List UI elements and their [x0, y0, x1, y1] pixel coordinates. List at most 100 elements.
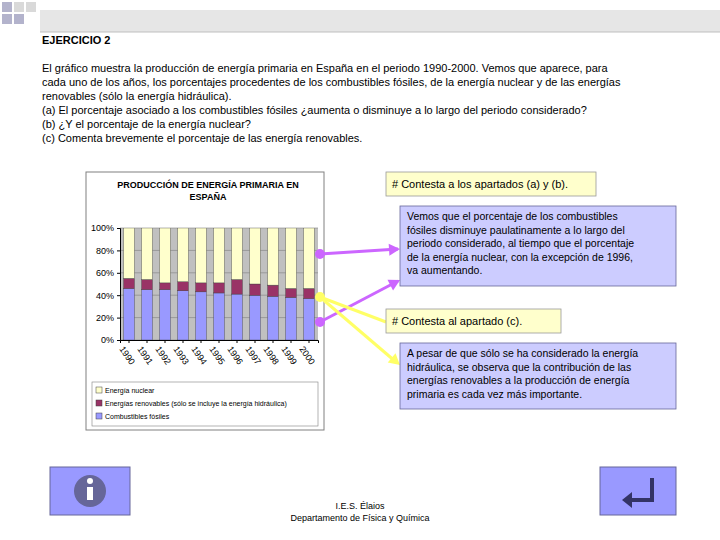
legend: Energía nuclearEnergías renovables (sólo… — [92, 382, 318, 426]
answer-line: energías renovables a la producción de e… — [407, 374, 630, 386]
bar-segment — [232, 280, 243, 295]
footer-line: I.E.S. Élaios — [335, 501, 385, 511]
tick: 1991 — [135, 340, 155, 367]
exercise-line: El gráfico muestra la producción de ener… — [42, 62, 609, 74]
bar-segment — [214, 283, 225, 293]
connector-line — [320, 297, 386, 322]
exercise-line: (a) El porcentaje asociado a los combust… — [42, 104, 587, 116]
legend-swatch — [96, 413, 102, 419]
exercise-line: (b) ¿Y el porcentaje de la energía nucle… — [42, 118, 251, 130]
tick-mark — [117, 273, 120, 274]
button-face[interactable] — [50, 467, 130, 515]
arrow-head — [388, 353, 400, 365]
bar-segment — [124, 228, 135, 278]
bar-segment — [286, 297, 297, 340]
bar-segment — [250, 284, 261, 295]
prompt-box — [386, 309, 561, 333]
chart-title-line: ESPAÑA — [190, 192, 227, 202]
bar-segment — [304, 299, 315, 340]
back-button[interactable] — [600, 467, 676, 515]
tick-mark — [255, 340, 256, 343]
header-rule — [40, 32, 720, 33]
tick-mark — [117, 318, 120, 319]
bar-segment — [268, 285, 279, 296]
tick-label: 100% — [91, 223, 114, 233]
tick-label: 1998 — [261, 344, 281, 366]
legend-box — [92, 382, 318, 426]
bar-segment — [268, 296, 279, 340]
info-icon-dot[interactable] — [87, 478, 93, 484]
info-icon-stem[interactable] — [87, 487, 93, 500]
answer-line: va aumentando. — [407, 264, 482, 276]
connector-line — [320, 297, 396, 362]
exercise-line: (c) Comenta brevemente el porcentaje de … — [42, 132, 362, 144]
plot-area — [120, 228, 318, 340]
axis-line — [121, 341, 319, 344]
answer-line: periodo considerado, al tiempo que el po… — [407, 237, 634, 249]
arrow-head — [389, 244, 400, 256]
info-button[interactable] — [50, 467, 130, 515]
bar-segment — [160, 228, 171, 283]
tick: 1995 — [207, 340, 227, 367]
connector-line — [320, 249, 398, 254]
x-axis: 1990199119921993199419951996199719981999… — [117, 340, 318, 367]
tick-mark — [273, 340, 274, 343]
bars — [124, 228, 315, 340]
tick-label: 1990 — [117, 344, 137, 366]
bar-segment — [196, 228, 207, 283]
exercise-line: cada uno de los años, los porcentajes pr… — [42, 76, 621, 88]
tick: 1993 — [171, 340, 191, 367]
bar-segment — [214, 293, 225, 340]
answer-box — [400, 206, 676, 286]
tick-label: 1991 — [135, 344, 155, 366]
bar-segment — [286, 228, 297, 288]
bar-segment — [232, 228, 243, 280]
tick-mark — [183, 340, 184, 343]
bar-segment — [178, 291, 189, 340]
grid — [120, 228, 318, 340]
tick-label: 1997 — [243, 344, 263, 366]
tick-mark — [147, 340, 148, 343]
bar-segment — [304, 228, 315, 288]
tick-mark — [237, 340, 238, 343]
tick: 80% — [96, 246, 120, 256]
tick: 1998 — [261, 340, 281, 367]
bar-segment — [142, 280, 153, 290]
legend-label: Energías renovables (sólo se incluye la … — [105, 400, 287, 408]
tick: 20% — [96, 313, 120, 323]
bar-segment — [124, 278, 135, 288]
tick-label: 1999 — [279, 344, 299, 366]
prompt-text: # Contesta al apartado (c). — [392, 315, 522, 327]
answer-line: fósiles disminuye paulatinamente a lo la… — [407, 224, 625, 236]
y-axis: 0%20%40%60%80%100% — [91, 223, 121, 345]
tick-mark — [117, 295, 120, 296]
chart-title-line: PRODUCCIÓN DE ENERGÍA PRIMARIA EN — [117, 179, 298, 190]
tick-label: 20% — [96, 313, 114, 323]
answer-line: Vemos que el porcentaje de los combustib… — [407, 210, 618, 222]
tick-label: 1992 — [153, 344, 173, 366]
answer-line: de la energía nuclear, con la excepción … — [407, 251, 633, 263]
tick-mark — [117, 340, 120, 341]
tick-label: 1993 — [171, 344, 191, 366]
header-bar — [40, 10, 720, 32]
tick: 2000 — [297, 340, 317, 367]
answer-box — [400, 343, 676, 409]
tick-mark — [129, 340, 130, 343]
tick-label: 80% — [96, 246, 114, 256]
bar-segment — [178, 282, 189, 291]
back-icon-head[interactable] — [622, 492, 632, 508]
tick-label: 2000 — [297, 344, 317, 366]
tick-mark — [165, 340, 166, 343]
button-face[interactable] — [600, 467, 676, 515]
bar-segment — [250, 295, 261, 340]
tick: 0% — [101, 335, 120, 345]
tick: 60% — [96, 268, 120, 278]
bar-segment — [160, 283, 171, 290]
bar-segment — [124, 288, 135, 340]
answer-line: A pesar de que sólo se ha considerado la… — [407, 347, 638, 359]
info-icon[interactable] — [74, 475, 106, 507]
tick-mark — [309, 340, 310, 343]
chart-title: PRODUCCIÓN DE ENERGÍA PRIMARIA EN ESPAÑA — [117, 179, 298, 202]
tick-mark — [219, 340, 220, 343]
tick: 1992 — [153, 340, 173, 367]
